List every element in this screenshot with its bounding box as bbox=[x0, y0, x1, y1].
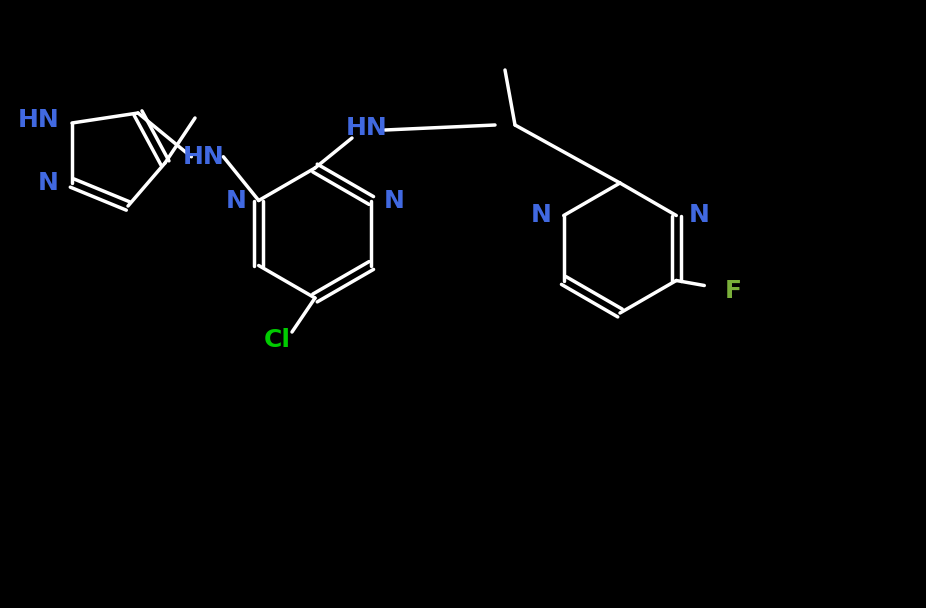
Text: N: N bbox=[383, 188, 404, 213]
Text: HN: HN bbox=[182, 145, 224, 169]
Text: N: N bbox=[688, 204, 709, 227]
Text: N: N bbox=[38, 171, 59, 195]
Text: N: N bbox=[226, 188, 246, 213]
Text: HN: HN bbox=[18, 108, 59, 132]
Text: Cl: Cl bbox=[264, 328, 291, 352]
Text: HN: HN bbox=[346, 116, 388, 140]
Text: N: N bbox=[531, 204, 552, 227]
Text: F: F bbox=[724, 278, 742, 303]
